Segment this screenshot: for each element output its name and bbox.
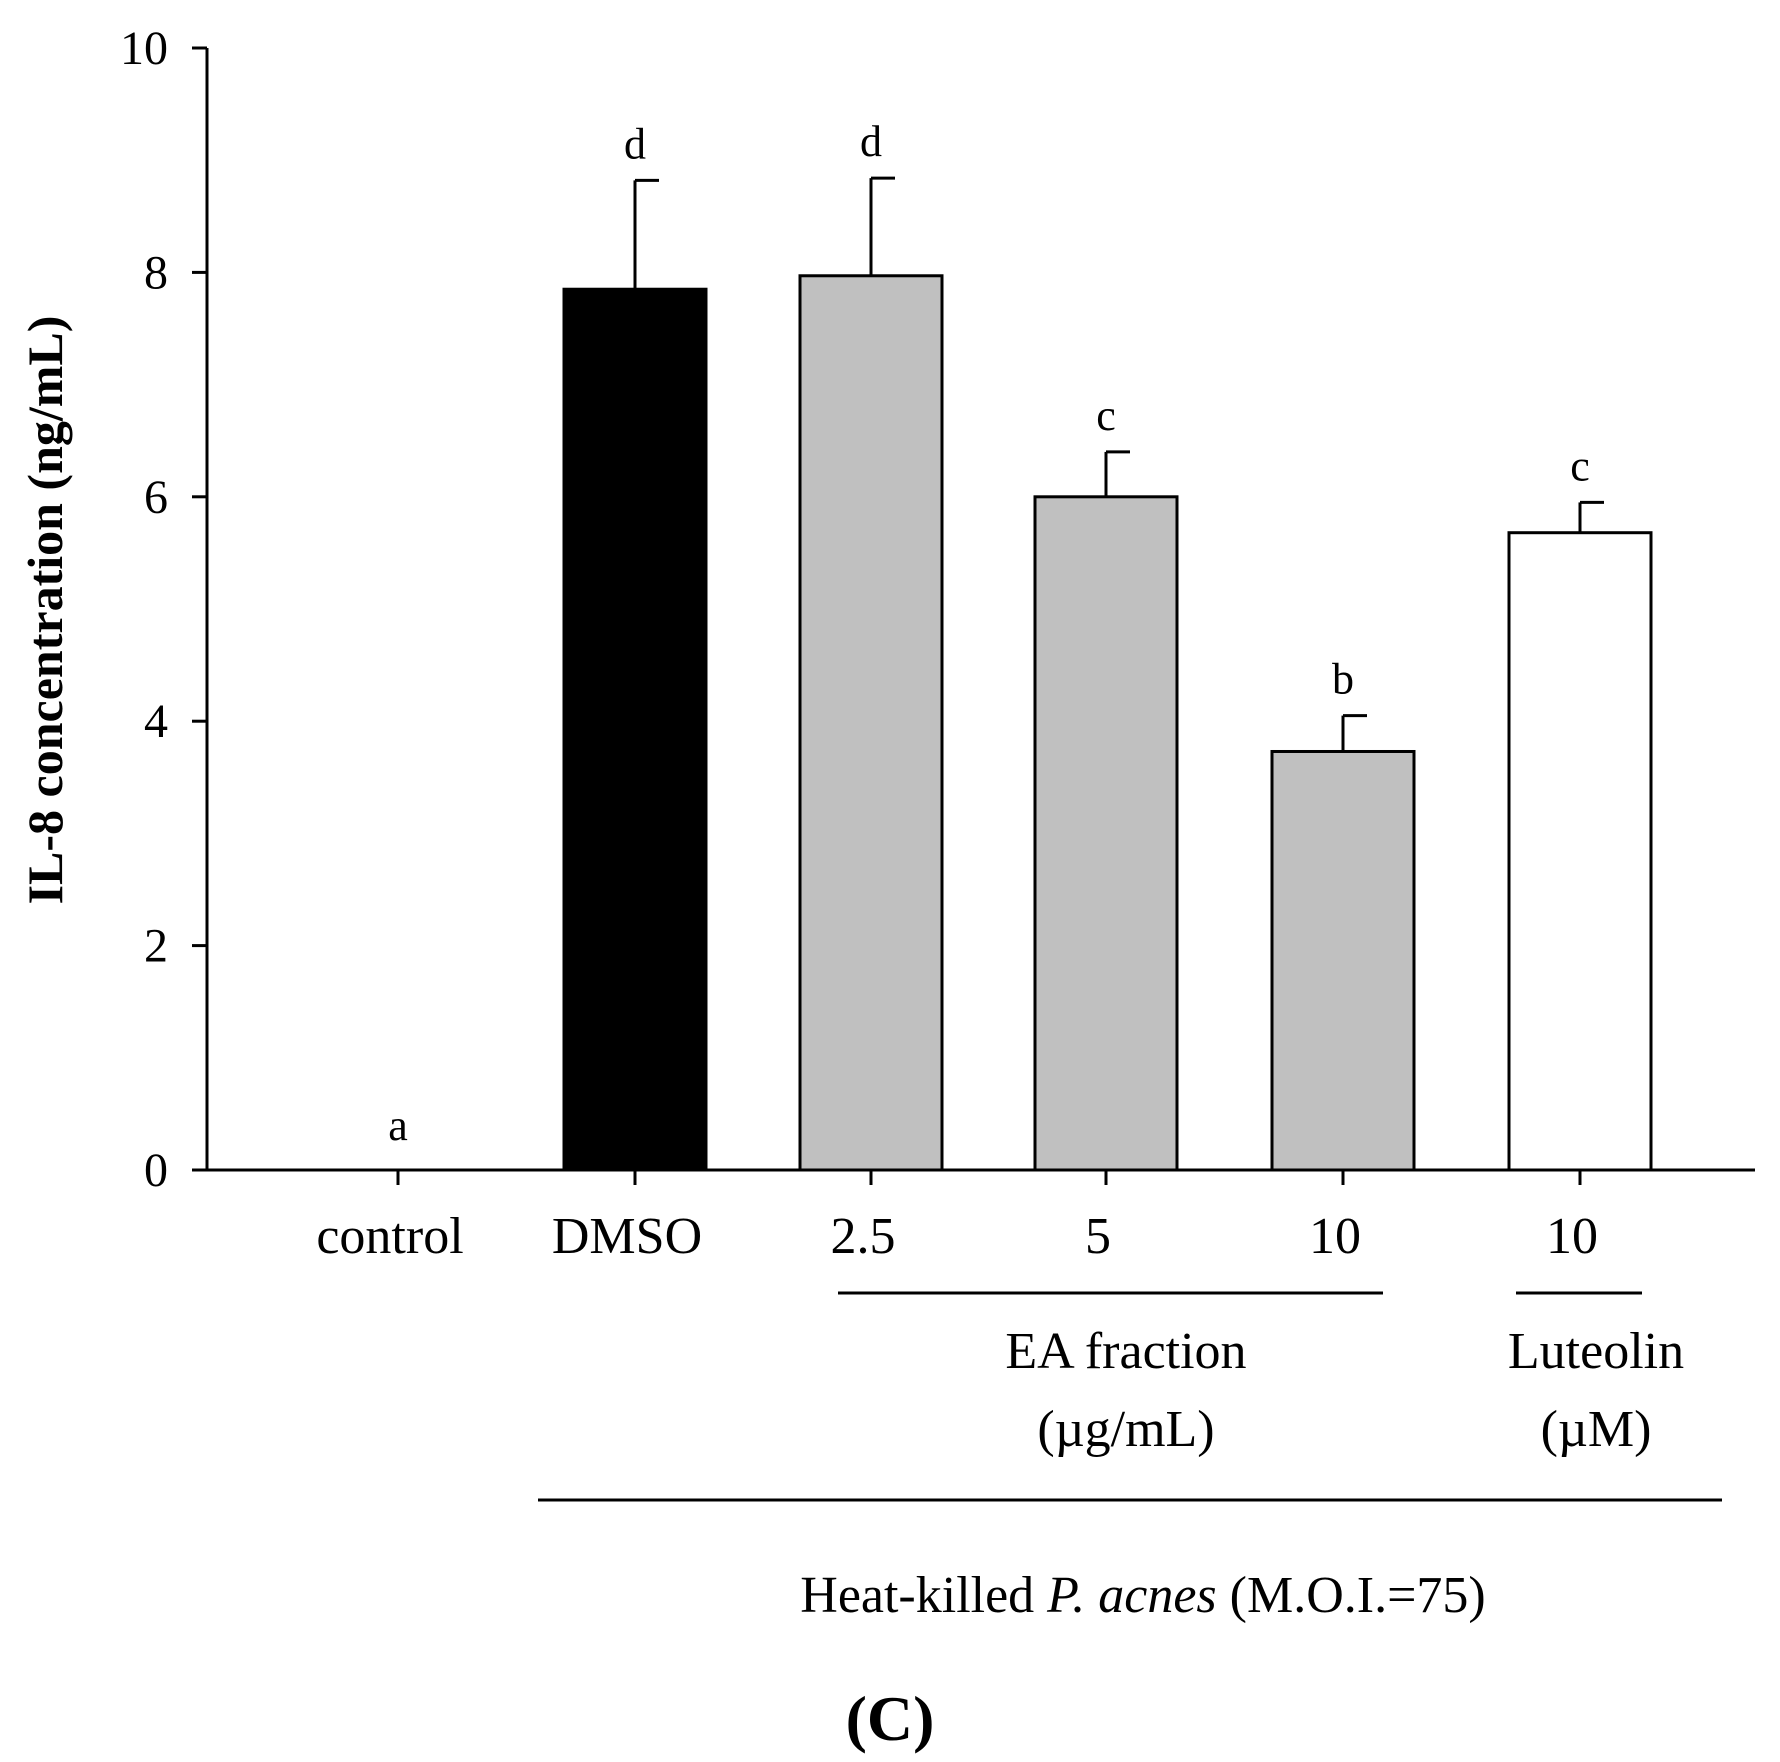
- group-label: (µg/mL): [1037, 1401, 1214, 1458]
- significance-label: c: [1570, 441, 1590, 490]
- y-tick-label: 2: [144, 920, 168, 973]
- treatment-footer-label: Heat-killed P. acnes (M.O.I.=75): [800, 1567, 1485, 1624]
- group-brackets: EA fraction (µg/mL) Luteolin (µM): [838, 1291, 1684, 1458]
- y-tick-label: 10: [120, 22, 168, 75]
- x-tick-label: 10: [1309, 1208, 1361, 1265]
- y-tick-label: 6: [144, 471, 168, 524]
- significance-labels: a d d c b c: [388, 117, 1590, 1150]
- bar: [1033, 495, 1179, 1172]
- y-axis-label: IL-8 concentration (ng/mL): [17, 316, 73, 905]
- bar: [1270, 749, 1416, 1172]
- axes: [192, 48, 1755, 1172]
- bar: [1507, 531, 1653, 1172]
- x-tick-label: DMSO: [552, 1208, 702, 1265]
- significance-label: a: [388, 1101, 408, 1150]
- significance-label: b: [1332, 655, 1354, 704]
- x-tick-label: control: [316, 1208, 463, 1265]
- significance-label: c: [1096, 391, 1116, 440]
- y-tick-label: 4: [144, 695, 168, 748]
- x-tick-label: 10: [1546, 1208, 1598, 1265]
- group-label: Luteolin: [1508, 1323, 1684, 1380]
- significance-label: d: [624, 119, 646, 168]
- bars: [562, 274, 1653, 1172]
- group-label: (µM): [1541, 1401, 1652, 1458]
- x-ticks: control DMSO 2.5 5 10 10: [316, 1170, 1598, 1265]
- x-tick-label: 5: [1085, 1208, 1111, 1265]
- y-tick-label: 0: [144, 1144, 168, 1197]
- y-tick-label: 8: [144, 246, 168, 299]
- panel-label: (C): [846, 1683, 935, 1754]
- group-label: EA fraction: [1005, 1323, 1246, 1380]
- bar: [562, 287, 708, 1172]
- x-tick-label: 2.5: [831, 1208, 896, 1265]
- y-ticks: 0 2 4 6 8 10: [120, 22, 207, 1197]
- bar: [798, 274, 944, 1172]
- significance-label: d: [860, 117, 882, 166]
- error-bars: [633, 176, 1604, 752]
